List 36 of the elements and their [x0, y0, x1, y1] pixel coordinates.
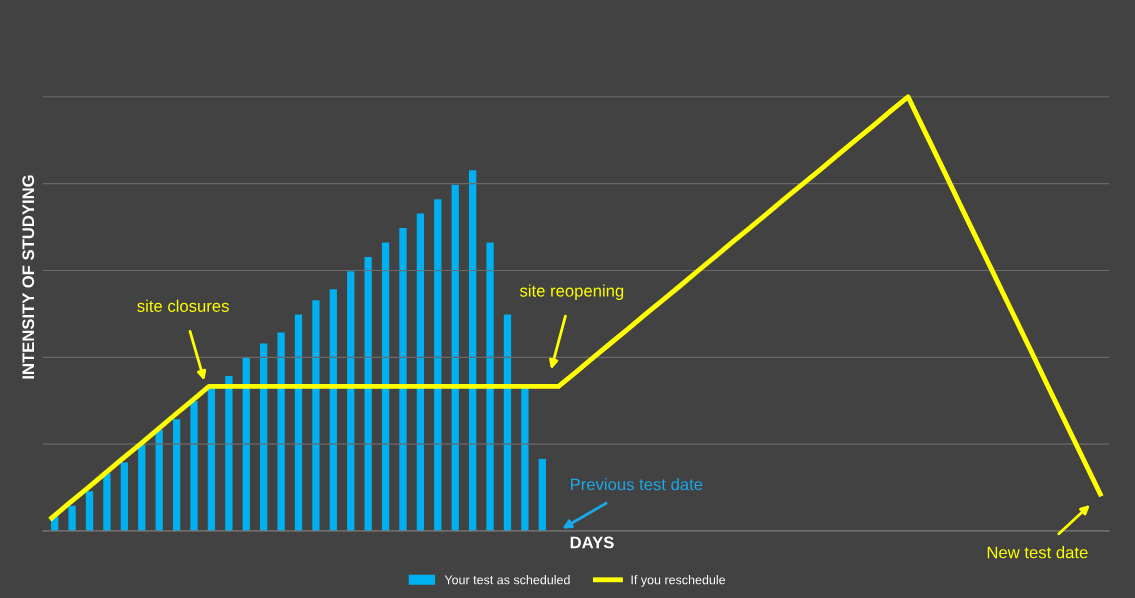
bar: [260, 343, 268, 531]
x-axis-title: DAYS: [570, 536, 614, 549]
bar: [242, 357, 250, 531]
bar: [312, 300, 320, 531]
bar: [416, 213, 425, 531]
bar: [451, 184, 459, 531]
bar: [521, 386, 529, 531]
bar: [486, 242, 494, 531]
bar: [207, 386, 216, 531]
bar: [434, 199, 442, 531]
bar: [294, 314, 303, 531]
bar: [277, 332, 285, 531]
y-axis-title: INTENSITY OF STUDYING: [22, 175, 35, 379]
bar: [329, 289, 337, 531]
bar: [138, 444, 146, 531]
annotation: site closures: [137, 299, 229, 312]
bar: [364, 256, 372, 531]
bar: [225, 375, 233, 531]
bar: [120, 462, 129, 531]
bar: [103, 473, 111, 531]
text: New test date: [987, 546, 1088, 559]
bar: [172, 419, 181, 531]
bar: [85, 491, 94, 531]
bar: [538, 458, 546, 531]
legend-label: If you reschedule: [631, 575, 726, 587]
bar: [347, 271, 355, 531]
bar: [399, 228, 407, 531]
bar: [503, 314, 512, 531]
bar: [381, 242, 390, 531]
legend-label: Your test as scheduled: [444, 575, 570, 585]
annotation: site reopening: [519, 284, 624, 301]
bar: [155, 430, 163, 531]
bar: [190, 401, 198, 531]
annotation: Previous test date: [570, 478, 703, 491]
bar: [468, 170, 477, 531]
bar: [68, 505, 76, 531]
